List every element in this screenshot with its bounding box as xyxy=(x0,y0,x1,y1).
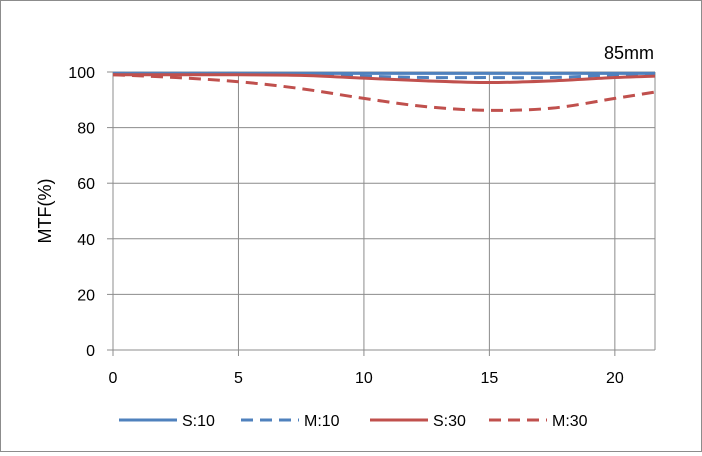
legend-label: S:30 xyxy=(433,413,466,430)
x-tick-label: 5 xyxy=(234,370,243,387)
legend-label: S:10 xyxy=(182,413,215,430)
chart-annotation: 85mm xyxy=(604,43,654,63)
y-tick-label: 80 xyxy=(77,121,95,138)
x-tick-label: 10 xyxy=(355,370,373,387)
series-line-s-30 xyxy=(112,73,656,85)
x-tick-label: 0 xyxy=(109,370,118,387)
axes xyxy=(107,71,655,356)
x-tick-label: 20 xyxy=(606,370,624,387)
legend: S:10 M:10 S:30 M:30 xyxy=(119,413,588,430)
y-tick-label: 20 xyxy=(77,287,95,304)
grid-lines xyxy=(113,71,656,350)
y-tick-label: 0 xyxy=(86,343,95,360)
legend-label: M:30 xyxy=(552,413,588,430)
y-axis-title: MTF(%) xyxy=(35,179,55,244)
tick-labels: 0 20 40 60 80 100 0 5 10 15 20 xyxy=(68,65,624,387)
y-tick-label: 40 xyxy=(77,232,95,249)
x-tick-label: 15 xyxy=(480,370,498,387)
series-lines xyxy=(112,71,656,112)
y-tick-label: 100 xyxy=(68,65,95,82)
legend-label: M:10 xyxy=(304,413,340,430)
y-tick-label: 60 xyxy=(77,176,95,193)
